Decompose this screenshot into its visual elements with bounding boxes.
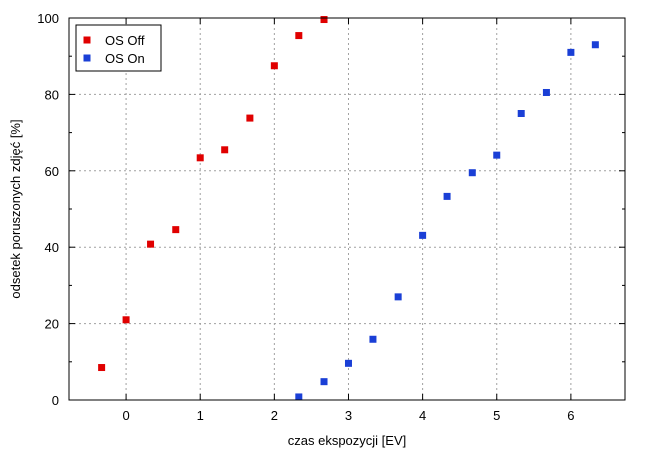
y-tick-label: 20 [45,317,59,332]
x-tick-label: 1 [197,408,204,423]
legend-label-os-on: OS On [105,51,145,66]
grid-layer [69,18,625,400]
point-os-off [246,114,254,122]
x-tick-label: 3 [345,408,352,423]
point-os-on [591,41,599,49]
x-axis-label: czas ekspozycji [EV] [288,433,407,448]
legend-box [75,24,162,72]
point-os-on [344,359,352,367]
points-layer [98,16,599,401]
y-tick-label: 60 [45,164,59,179]
point-os-on [369,335,377,343]
legend-marker-os-off [83,36,91,44]
x-tick-label: 2 [271,408,278,423]
point-os-on [394,293,402,301]
point-os-on [468,169,476,177]
point-os-on [419,231,427,239]
x-tick-label: 5 [493,408,500,423]
point-os-off [122,316,130,324]
plot-frame [68,17,626,401]
y-tick-label: 0 [52,393,59,408]
point-os-off [320,16,328,24]
point-os-off [270,62,278,70]
point-os-on [542,88,550,96]
y-tick-label: 100 [37,11,59,26]
x-tick-label: 4 [419,408,426,423]
legend-label-os-off: OS Off [105,33,145,48]
x-tick-label: 0 [122,408,129,423]
point-os-off [196,154,204,162]
point-os-off [172,226,180,234]
y-tick-label: 80 [45,87,59,102]
y-tick-label: 40 [45,240,59,255]
point-os-off [98,364,106,372]
point-os-on [567,48,575,56]
legend: OS Off OS On [75,24,162,72]
point-os-off [221,146,229,154]
y-axis-label: odsetek poruszonych zdjęć [%] [8,119,23,298]
point-os-on [443,192,451,200]
point-os-on [295,393,303,401]
point-os-off [147,240,155,248]
x-tick-label: 6 [567,408,574,423]
point-os-on [493,151,501,159]
point-os-off [295,32,303,40]
point-os-on [320,378,328,386]
point-os-on [517,110,525,117]
legend-marker-os-on [83,54,91,62]
